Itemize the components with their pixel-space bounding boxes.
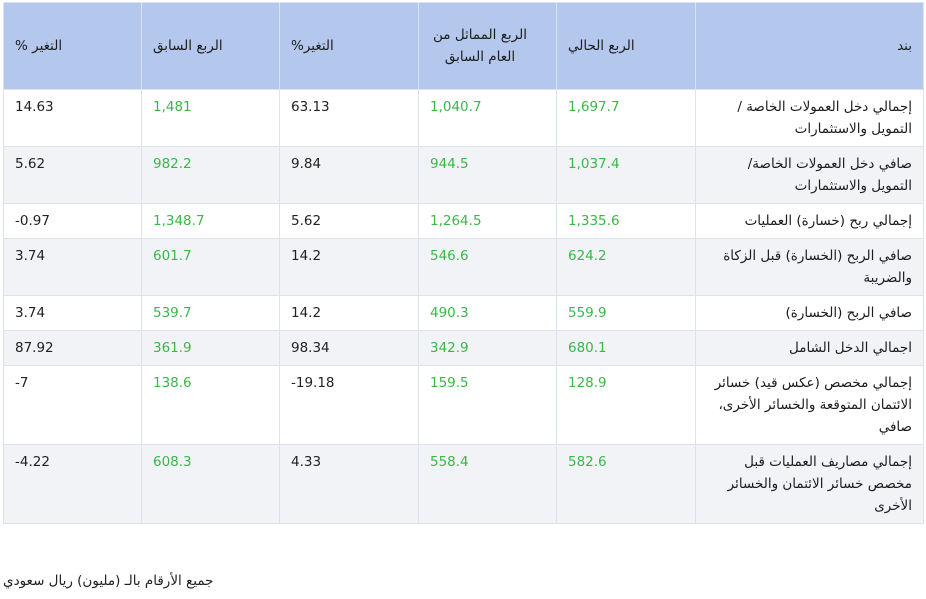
cell-previous: 1,348.7 (141, 203, 280, 239)
header-current-quarter: الربع الحالي (556, 2, 696, 90)
cell-current: 1,335.6 (556, 203, 696, 239)
cell-change-yoy: 14.2 (279, 295, 419, 331)
cell-change-yoy: 63.13 (279, 89, 419, 147)
cell-same-quarter: 1,040.7 (418, 89, 557, 147)
table-row: إجمالي مصاريف العمليات قبل مخصص خسائر ال… (3, 444, 924, 524)
cell-change-qoq: 14.63 (3, 89, 142, 147)
cell-same-quarter: 546.6 (418, 238, 557, 296)
header-same-quarter-label: الربع المماثل من العام السابق (433, 27, 527, 65)
table-header-row: بند الربع الحالي الربع المماثل من العام … (3, 2, 924, 90)
cell-change-qoq: 0.97- (3, 203, 142, 239)
cell-change-qoq: 87.92 (3, 330, 142, 366)
row-item: صافي الربح (الخسارة) قبل الزكاة والضريبة (695, 238, 924, 296)
row-item: إجمالي دخل العمولات الخاصة / التمويل وال… (695, 89, 924, 147)
cell-change-qoq: 5.62 (3, 146, 142, 204)
cell-same-quarter: 159.5 (418, 365, 557, 445)
cell-change-yoy: 4.33 (279, 444, 419, 524)
table-row: إجمالي مخصص (عكس قيد) خسائر الائتمان الم… (3, 365, 924, 445)
header-previous-quarter: الربع السابق (141, 2, 280, 90)
cell-current: 128.9 (556, 365, 696, 445)
table-row: إجمالي ربح (خسارة) العمليات 1,335.6 1,26… (3, 203, 924, 239)
header-change-qoq-label: التغير % (15, 38, 63, 54)
cell-previous: 1,481 (141, 89, 280, 147)
cell-change-yoy: 19.18- (279, 365, 419, 445)
row-item: صافي دخل العمولات الخاصة/ التمويل والاست… (695, 146, 924, 204)
table-row: صافي الربح (الخسارة) قبل الزكاة والضريبة… (3, 238, 924, 296)
row-item: اجمالي الدخل الشامل (695, 330, 924, 366)
cell-same-quarter: 490.3 (418, 295, 557, 331)
cell-previous: 601.7 (141, 238, 280, 296)
cell-current: 1,697.7 (556, 89, 696, 147)
cell-same-quarter: 342.9 (418, 330, 557, 366)
cell-current: 559.9 (556, 295, 696, 331)
table-row: صافي دخل العمولات الخاصة/ التمويل والاست… (3, 146, 924, 204)
row-item: إجمالي ربح (خسارة) العمليات (695, 203, 924, 239)
header-previous-quarter-label: الربع السابق (153, 38, 223, 54)
header-item-label: بند (897, 38, 912, 54)
header-change-yoy: التغير% (279, 2, 419, 90)
cell-previous: 138.6 (141, 365, 280, 445)
cell-previous: 539.7 (141, 295, 280, 331)
table-row: اجمالي الدخل الشامل 680.1 342.9 98.34 36… (3, 330, 924, 366)
header-change-yoy-label: التغير% (291, 38, 334, 54)
header-item: بند (695, 2, 924, 90)
footnote-text: جميع الأرقام بالـ (مليون) ريال سعودي (3, 573, 214, 589)
cell-same-quarter: 558.4 (418, 444, 557, 524)
cell-change-yoy: 5.62 (279, 203, 419, 239)
cell-current: 1,037.4 (556, 146, 696, 204)
header-current-quarter-label: الربع الحالي (568, 38, 635, 54)
row-item: صافي الربح (الخسارة) (695, 295, 924, 331)
cell-previous: 608.3 (141, 444, 280, 524)
cell-change-qoq: 4.22- (3, 444, 142, 524)
cell-same-quarter: 944.5 (418, 146, 557, 204)
cell-change-qoq: 7- (3, 365, 142, 445)
table-row: إجمالي دخل العمولات الخاصة / التمويل وال… (3, 89, 924, 147)
cell-change-yoy: 98.34 (279, 330, 419, 366)
cell-current: 582.6 (556, 444, 696, 524)
cell-previous: 982.2 (141, 146, 280, 204)
row-item: إجمالي مصاريف العمليات قبل مخصص خسائر ال… (695, 444, 924, 524)
cell-previous: 361.9 (141, 330, 280, 366)
cell-change-qoq: 3.74 (3, 238, 142, 296)
cell-change-qoq: 3.74 (3, 295, 142, 331)
financial-results-table: بند الربع الحالي الربع المماثل من العام … (3, 2, 924, 524)
row-item: إجمالي مخصص (عكس قيد) خسائر الائتمان الم… (695, 365, 924, 445)
header-change-qoq: التغير % (3, 2, 142, 90)
cell-change-yoy: 14.2 (279, 238, 419, 296)
cell-change-yoy: 9.84 (279, 146, 419, 204)
cell-current: 624.2 (556, 238, 696, 296)
cell-same-quarter: 1,264.5 (418, 203, 557, 239)
currency-footnote: جميع الأرقام بالـ (مليون) ريال سعودي (0, 573, 926, 597)
header-same-quarter-last-year: الربع المماثل من العام السابق (418, 2, 557, 90)
table-row: صافي الربح (الخسارة) 559.9 490.3 14.2 53… (3, 295, 924, 331)
cell-current: 680.1 (556, 330, 696, 366)
